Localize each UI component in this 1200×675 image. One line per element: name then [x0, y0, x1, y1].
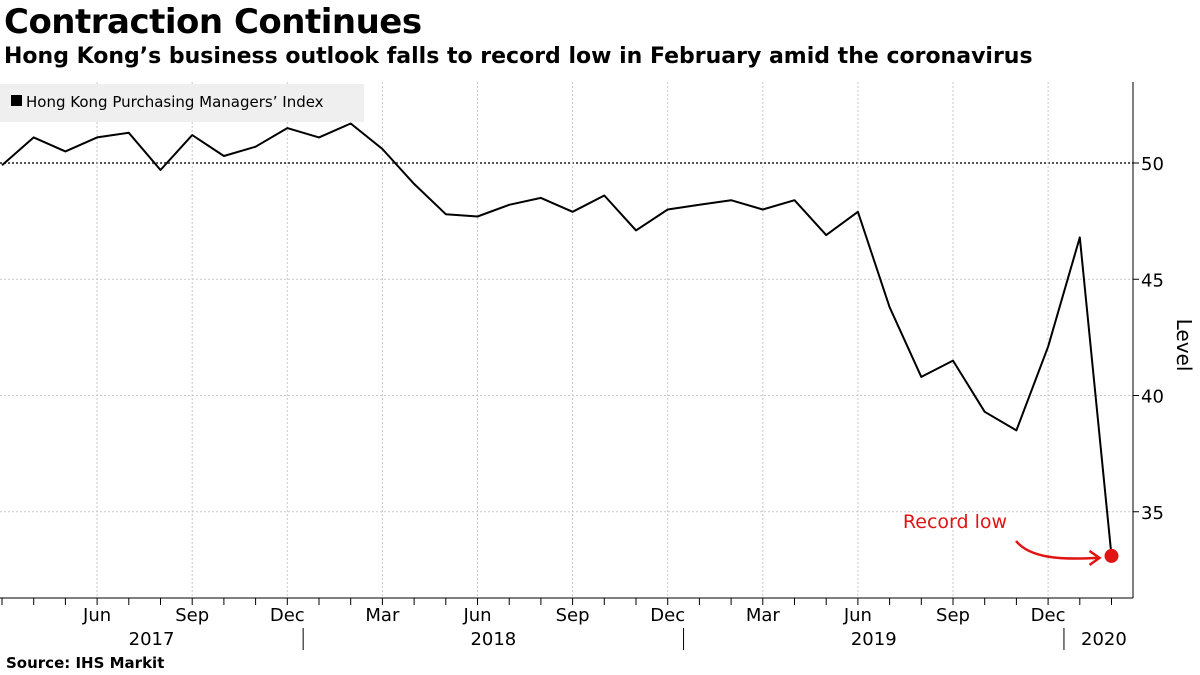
- x-tick-label: Mar: [746, 605, 781, 626]
- year-label: 2018: [470, 629, 516, 650]
- series: [1, 122, 1113, 556]
- x-tick-label: Sep: [936, 605, 970, 626]
- x-tick-label: Dec: [650, 605, 685, 626]
- y-tick-label: 35: [1141, 503, 1164, 524]
- x-tick-label: Jun: [843, 605, 872, 626]
- x-tick-label: Jun: [82, 605, 111, 626]
- axes: 35 40 45 50 Jun Sep Dec Mar Jun Sep Dec Mar Jun Sep De…: [0, 82, 1164, 650]
- y-axis-label: Level: [1172, 319, 1196, 372]
- year-label: 2017: [129, 629, 175, 650]
- x-tick-label: Dec: [270, 605, 305, 626]
- legend-background: [0, 84, 364, 122]
- year-label: 2019: [851, 629, 897, 650]
- x-tick-label: Sep: [175, 605, 209, 626]
- x-tick-label: Jun: [462, 605, 491, 626]
- x-tick-label: Mar: [365, 605, 400, 626]
- grid-lines: [0, 82, 1133, 598]
- chart-subtitle: Hong Kong’s business outlook falls to re…: [4, 44, 1033, 69]
- annotations: Record low: [903, 511, 1119, 566]
- y-tick-label: 40: [1141, 387, 1164, 408]
- legend-swatch: [11, 95, 22, 106]
- source-note: Source: IHS Markit: [6, 654, 165, 672]
- x-tick-label: Sep: [556, 605, 590, 626]
- series-line-hk-pmi: [1, 122, 1113, 556]
- y-tick-label: 50: [1141, 154, 1164, 175]
- legend-entry: Hong Kong Purchasing Managers’ Index: [26, 93, 324, 111]
- record-low-marker: [1104, 548, 1119, 563]
- record-low-arrow: [1015, 540, 1098, 560]
- record-low-label: Record low: [903, 511, 1007, 533]
- year-label: 2020: [1081, 629, 1127, 650]
- record-low-arrowhead: [1088, 549, 1102, 566]
- chart-title: Contraction Continues: [4, 2, 422, 42]
- y-tick-label: 45: [1141, 270, 1164, 291]
- x-tick-label: Dec: [1031, 605, 1066, 626]
- legend: Hong Kong Purchasing Managers’ Index: [0, 84, 364, 122]
